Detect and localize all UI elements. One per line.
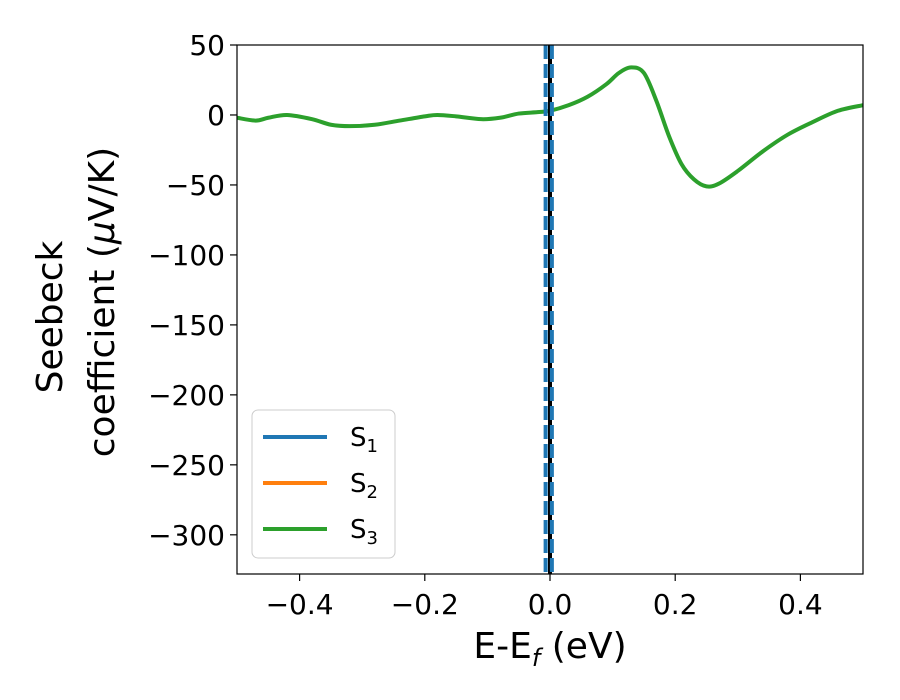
y-axis-label-suffix: V/K) — [82, 147, 123, 221]
x-tick-label: 0.2 — [653, 588, 698, 621]
y-tick-label: 0 — [207, 99, 225, 132]
x-tick-label: −0.2 — [391, 588, 459, 621]
y-tick-label: −50 — [166, 169, 225, 202]
legend-label-1: S1 — [350, 423, 378, 457]
y-tick-label: −100 — [148, 239, 225, 272]
x-tick-label: 0.4 — [778, 588, 823, 621]
legend-label-3: S3 — [350, 515, 378, 549]
plot-area — [237, 45, 863, 574]
x-axis-label: E-Ef (eV) — [473, 626, 626, 672]
x-tick-label: 0.0 — [528, 588, 573, 621]
y-tick-label: −200 — [148, 379, 225, 412]
y-tick-label: −250 — [148, 449, 225, 482]
x-axis-label-main: E-E — [473, 626, 531, 667]
y-axis-label-line1: Seebeck — [30, 240, 71, 393]
y-tick-label: 50 — [189, 29, 225, 62]
y-axis-label-mu: μ — [82, 221, 123, 245]
y-tick-label: −150 — [148, 309, 225, 342]
x-tick-label: −0.4 — [266, 588, 334, 621]
x-axis-label-unit: (eV) — [540, 626, 626, 667]
y-tick-label: −300 — [148, 519, 225, 552]
legend-label-2: S2 — [350, 469, 378, 503]
y-axis-label-prefix: coefficient ( — [82, 244, 123, 457]
series-line-3 — [237, 65, 863, 189]
y-axis-label-line2: coefficient (μV/K) — [82, 147, 123, 457]
legend: S1 S2 S3 — [251, 409, 396, 559]
axes: −0.4 −0.2 0.0 0.2 0.4 50 0 −50 −100 −150 −200 −250 −… — [148, 29, 864, 621]
